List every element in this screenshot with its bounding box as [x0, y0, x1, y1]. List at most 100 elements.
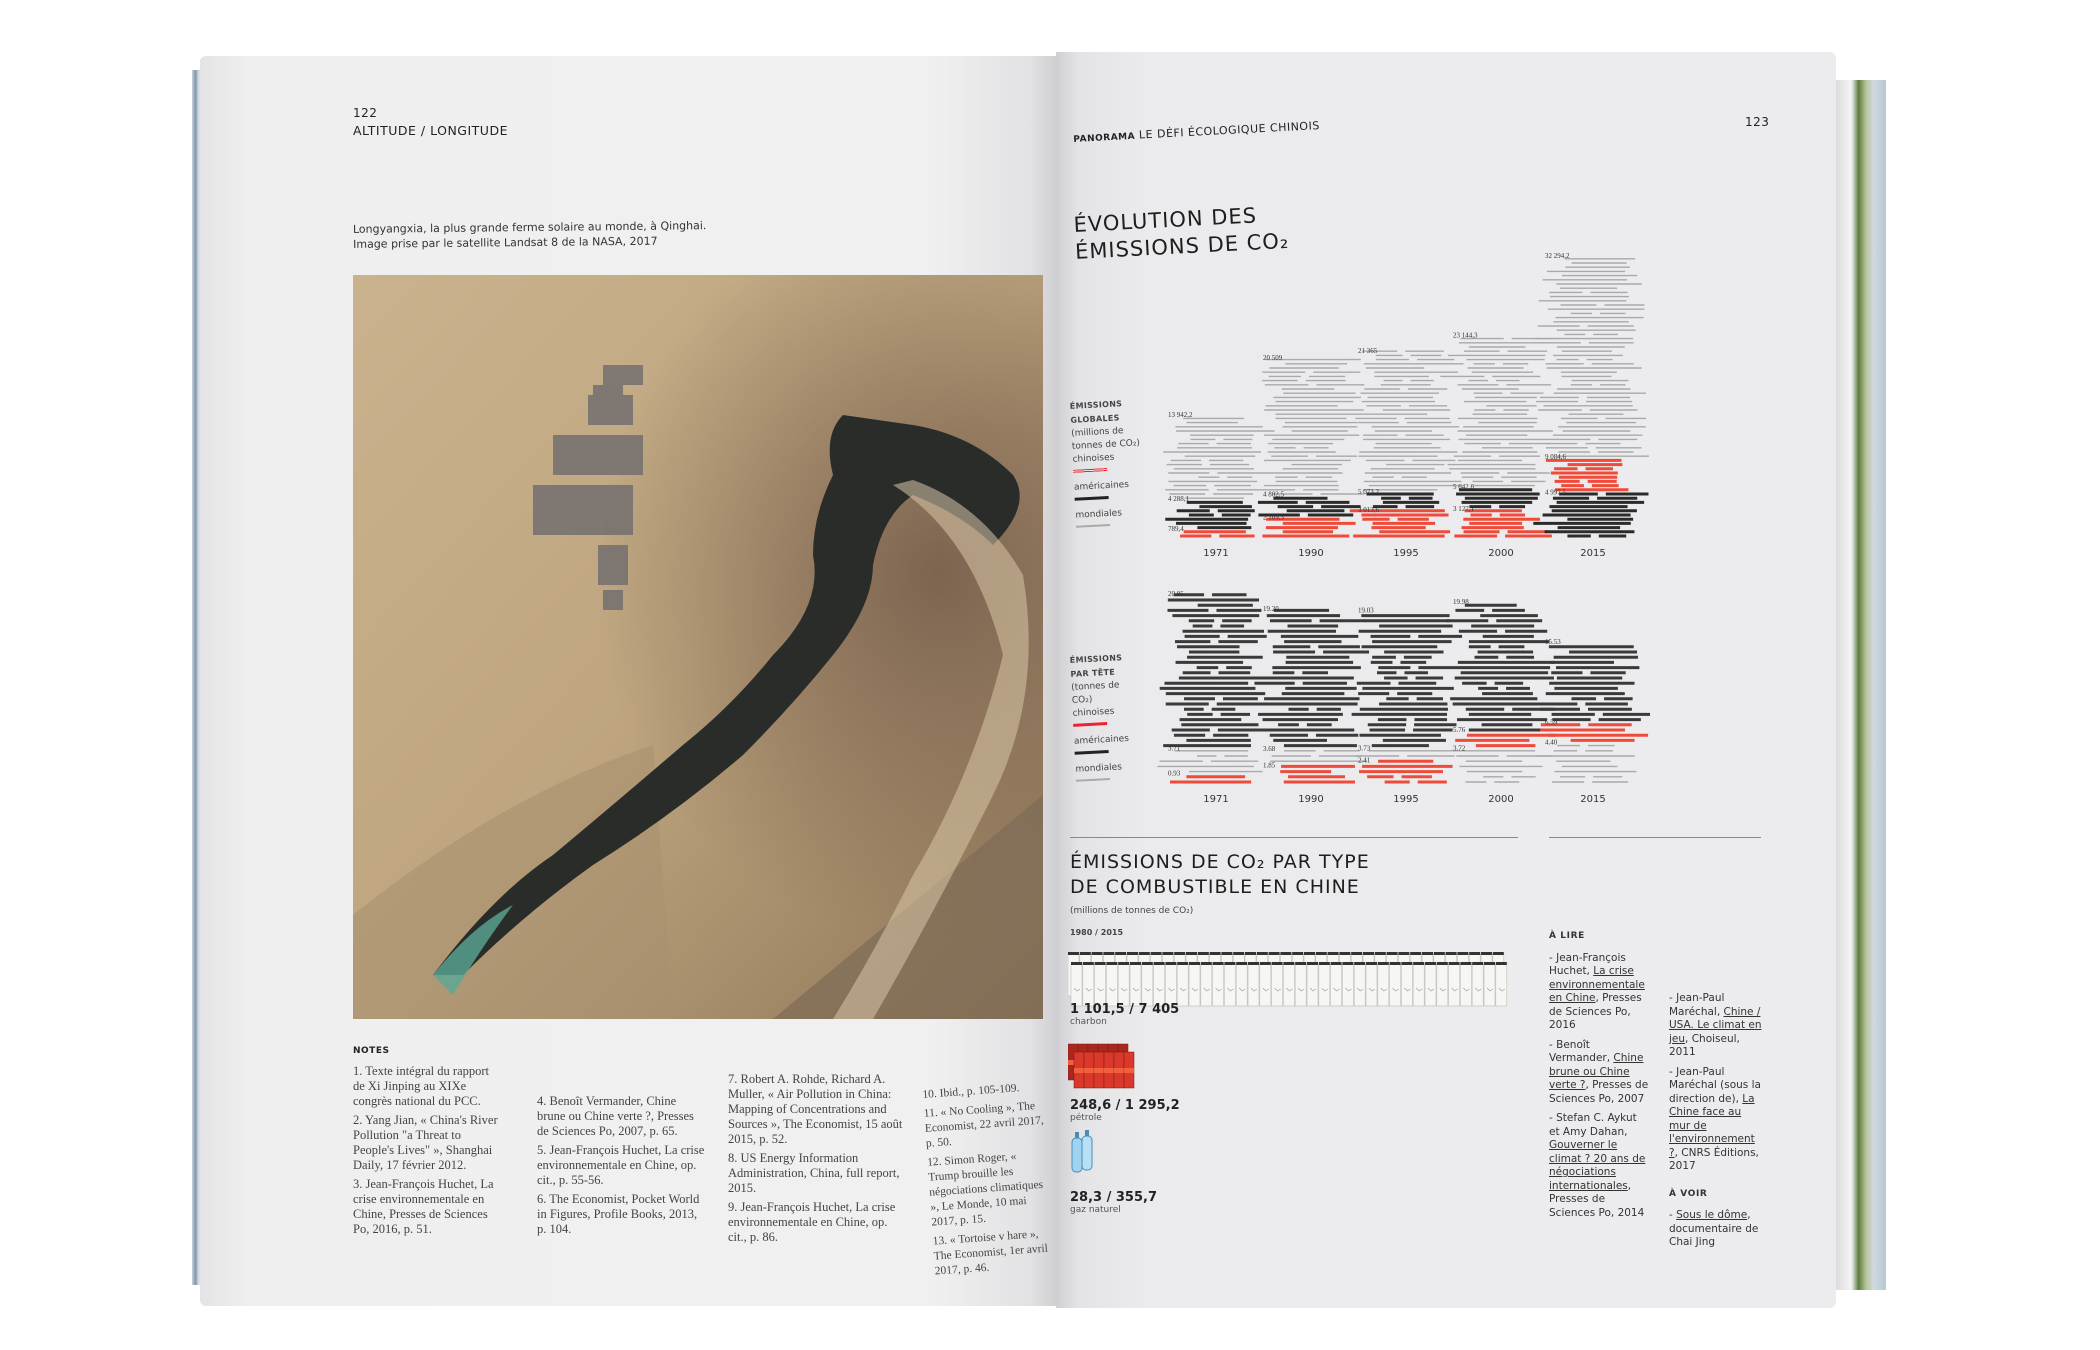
- reading-item: - Stefan C. Aykut et Amy Dahan, Gouverne…: [1549, 1112, 1646, 1219]
- running-head-left: ALTITUDE / LONGITUDE: [353, 123, 508, 138]
- chart-year-label: 1990: [1298, 548, 1323, 559]
- fuel-value: 28,3 / 355,7: [1070, 1190, 1157, 1205]
- chart-year-label: 1995: [1393, 548, 1418, 559]
- chart-value-label: 20.85: [1168, 590, 1184, 598]
- chart-value-label: 19.98: [1453, 598, 1469, 606]
- title-line: ÉMISSIONS DE CO₂ PAR TYPE: [1070, 851, 1370, 873]
- notes-column-4: 10. Ibid., p. 105-109. 11. « No Cooling …: [922, 1080, 1055, 1284]
- chart-value-label: 13 942,2: [1168, 411, 1193, 419]
- chart-value-label: 4.40: [1545, 738, 1558, 746]
- reading-list-2: - Jean-Paul Maréchal, Chine / USA. Le cl…: [1669, 992, 1765, 1256]
- fuel-unit: (millions de tonnes de CO₂): [1070, 906, 1194, 916]
- chart-value-label: 3.72: [1453, 744, 1466, 752]
- book-title-link[interactable]: La crise environnementale en Chine: [1549, 965, 1645, 1004]
- reading-item: - Jean-Paul Maréchal (sous la direction …: [1669, 1065, 1761, 1173]
- reading-heading: À LIRE: [1549, 931, 1585, 941]
- note: 8. US Energy Information Administration,…: [728, 1151, 900, 1195]
- note: 13. « Tortoise v hare », The Economist, …: [932, 1228, 1049, 1278]
- chart-year-label: 2015: [1580, 548, 1605, 559]
- chart-value-label: 5.76: [1453, 726, 1466, 734]
- page-number-left: 122: [353, 106, 378, 120]
- chart-value-label: 789,4: [1168, 525, 1184, 533]
- watch-heading: À VOIR: [1669, 1188, 1708, 1199]
- chart-value-label: 32 294,2: [1545, 252, 1570, 260]
- note: 11. « No Cooling », The Economist, 22 av…: [923, 1100, 1045, 1150]
- chart-year-label: 2000: [1488, 794, 1513, 805]
- fuel-coal: 1 101,5 / 7 405 charbon: [1070, 1002, 1179, 1027]
- book-title-link[interactable]: Gouverner le climat ? 20 ans de négociat…: [1549, 1139, 1646, 1192]
- chart-value-label: 9 084,6: [1545, 453, 1567, 461]
- fuel-name: pétrole: [1070, 1113, 1102, 1123]
- chart-year-label: 1990: [1298, 794, 1323, 805]
- chart-value-label: 2.41: [1358, 756, 1371, 764]
- note: 5. Jean-François Huchet, La crise enviro…: [537, 1143, 705, 1187]
- note: 12. Simon Roger, « Trump brouille les né…: [926, 1150, 1044, 1229]
- fuel-value: 1 101,5 / 7 405: [1070, 1002, 1180, 1017]
- divider: [1549, 837, 1761, 838]
- chart-value-label: 3.68: [1263, 745, 1276, 753]
- chart-value-label: 3.71: [1168, 745, 1181, 753]
- chart-value-label: 6.59: [1545, 719, 1558, 727]
- title-line: DE COMBUSTIBLE EN CHINE: [1070, 876, 1360, 898]
- note: 7. Robert A. Rohde, Richard A. Muller, «…: [728, 1072, 903, 1146]
- book-page-edges-right: [1836, 80, 1886, 1290]
- fuel-name: charbon: [1070, 1017, 1107, 1027]
- note: 2. Yang Jian, « China's River Pollution …: [353, 1113, 498, 1172]
- chart-year-label: 1971: [1203, 794, 1228, 805]
- reading-item: - Jean-Paul Maréchal, Chine / USA. Le cl…: [1669, 992, 1762, 1058]
- page-number-right: 123: [1745, 115, 1770, 129]
- reading-item: - Sous le dôme, documentaire de Chai Jin…: [1669, 1209, 1759, 1248]
- book-title-link[interactable]: Sous le dôme: [1676, 1209, 1748, 1221]
- book-title-link[interactable]: Chine / USA. Le climat en jeu: [1669, 1005, 1762, 1045]
- chart-year-label: 1995: [1393, 794, 1418, 805]
- chart-value-label: 5 073,2: [1358, 488, 1380, 496]
- oil-barrel-icon: [1068, 1043, 1135, 1089]
- photo-caption: Longyangxia, la plus grande ferme solair…: [353, 218, 707, 252]
- fuel-name: gaz naturel: [1070, 1205, 1121, 1215]
- reading-item: - Jean-François Huchet, La crise environ…: [1549, 951, 1645, 1032]
- chart-value-label: 23 144,3: [1453, 331, 1478, 339]
- chart-value-label: 2 109,3: [1263, 514, 1285, 522]
- fuel-period: 1980 / 2015: [1070, 928, 1124, 937]
- reading-item: - Benoît Vermander, Chine brune ou Chine…: [1549, 1038, 1649, 1105]
- book-title-link[interactable]: La Chine face au mur de l'environnement …: [1669, 1092, 1755, 1159]
- note: 6. The Economist, Pocket World in Figure…: [537, 1192, 700, 1236]
- fuel-chart-title: ÉMISSIONS DE CO₂ PAR TYPE DE COMBUSTIBLE…: [1070, 850, 1370, 900]
- chart-value-label: 4 802,5: [1263, 490, 1285, 498]
- fuel-gas: 28,3 / 355,7 gaz naturel: [1070, 1190, 1157, 1215]
- chart-value-label: 3.73: [1358, 744, 1371, 752]
- chart-value-label: 0.93: [1168, 770, 1181, 778]
- chart-value-label: 1.85: [1263, 761, 1276, 769]
- book-title-link[interactable]: Chine brune ou Chine verte ?: [1549, 1052, 1644, 1091]
- fuel-oil: 248,6 / 1 295,2 pétrole: [1070, 1098, 1180, 1123]
- chart-value-label: 19.20: [1263, 605, 1279, 613]
- divider: [1070, 837, 1518, 838]
- note: 9. Jean-François Huchet, La crise enviro…: [728, 1200, 896, 1244]
- note: 3. Jean-François Huchet, La crise enviro…: [353, 1177, 494, 1236]
- note: 1. Texte intégral du rapport de Xi Jinpi…: [353, 1064, 490, 1108]
- chart-year-label: 2000: [1488, 548, 1513, 559]
- notes-column-1: 1. Texte intégral du rapport de Xi Jinpi…: [353, 1064, 503, 1241]
- reading-list: À LIRE - Jean-François Huchet, La crise …: [1549, 930, 1649, 1226]
- fuel-value: 248,6 / 1 295,2: [1070, 1098, 1180, 1113]
- chart-value-label: 20 509: [1263, 354, 1283, 362]
- chart-value-label: 4 288,1: [1168, 495, 1190, 503]
- chart-value-label: 19.03: [1358, 606, 1374, 614]
- right-page: [1056, 52, 1836, 1308]
- chart-value-label: 21 365: [1358, 347, 1378, 355]
- satellite-image: [353, 275, 1043, 1019]
- emissions-chart: 13 942,2 4 288,1 789,4 1971 20 509 4 802,5 2 1…: [1157, 252, 1651, 805]
- chart-value-label: 5 642,6: [1453, 483, 1475, 491]
- note: 4. Benoît Vermander, Chine brune ou Chin…: [537, 1094, 694, 1138]
- coal-sack-icon: [1068, 952, 1508, 1007]
- gas-bottle-icon: [1071, 1130, 1093, 1173]
- notes-column-3: 7. Robert A. Rohde, Richard A. Muller, «…: [728, 1072, 903, 1249]
- chart-value-label: 4 997,5: [1545, 489, 1567, 497]
- chart-year-label: 1971: [1203, 548, 1228, 559]
- chart-year-label: 2015: [1580, 794, 1605, 805]
- chart-value-label: 3 013,6: [1358, 506, 1380, 514]
- chart-value-label: 3 127,1: [1453, 505, 1475, 513]
- notes-column-2: 4. Benoît Vermander, Chine brune ou Chin…: [537, 1094, 707, 1241]
- notes-heading: NOTES: [353, 1046, 390, 1056]
- chart-value-label: 15.53: [1545, 638, 1561, 646]
